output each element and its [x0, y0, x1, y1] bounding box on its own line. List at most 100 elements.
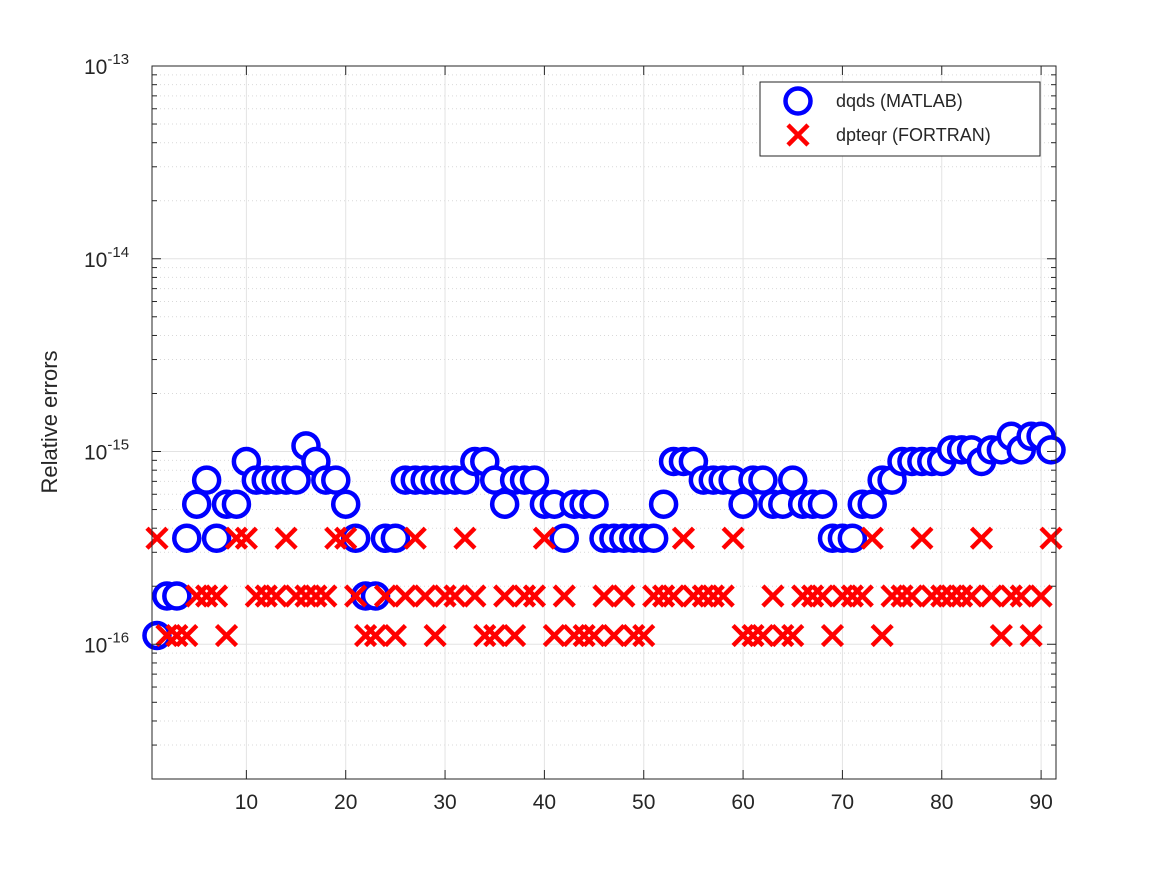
data-point-dpteqr	[463, 584, 487, 608]
data-point-dpteqr	[443, 584, 467, 608]
data-point-dpteqr	[870, 623, 894, 648]
data-point-dpteqr	[880, 584, 904, 608]
data-point-dqds	[191, 465, 222, 495]
legend-circle-marker	[783, 86, 813, 116]
x-marker-stroke	[393, 584, 417, 608]
data-point-dpteqr	[751, 623, 775, 648]
data-point-dpteqr	[741, 623, 765, 648]
x-marker-stroke	[860, 526, 884, 550]
data-point-dpteqr	[622, 623, 646, 648]
data-point-dpteqr	[959, 584, 984, 608]
data-point-dpteqr	[314, 584, 338, 608]
x-tick-label: 40	[533, 791, 556, 814]
x-marker-stroke	[433, 584, 457, 608]
data-point-dpteqr	[363, 623, 388, 648]
data-point-dqds	[748, 465, 778, 495]
x-marker-stroke	[1039, 526, 1063, 550]
data-point-dpteqr	[910, 526, 934, 550]
x-marker-stroke	[165, 623, 189, 648]
data-point-dpteqr	[920, 584, 944, 608]
x-marker-stroke	[512, 584, 537, 608]
data-point-dpteqr	[721, 526, 745, 550]
data-point-dpteqr	[145, 526, 169, 550]
data-point-dpteqr	[930, 584, 954, 608]
data-point-dpteqr	[512, 584, 537, 608]
x-marker-stroke	[204, 584, 229, 608]
x-marker-stroke	[701, 584, 725, 608]
data-point-dpteqr	[244, 584, 268, 608]
x-marker-stroke	[274, 526, 298, 550]
y-tick-label: 10-14	[84, 244, 129, 272]
x-marker-stroke	[771, 623, 795, 648]
x-marker-stroke	[304, 584, 328, 608]
data-point-dpteqr	[810, 584, 835, 608]
x-marker-stroke	[413, 584, 437, 608]
data-point-dqds	[638, 523, 669, 553]
data-point-dpteqr	[602, 623, 626, 648]
data-point-dpteqr	[671, 526, 696, 550]
x-marker-stroke	[522, 584, 547, 608]
x-marker-stroke	[721, 526, 745, 550]
x-marker-stroke	[324, 526, 348, 550]
x-marker-stroke	[681, 584, 705, 608]
legend-x-marker-shape	[786, 123, 810, 147]
data-point-dpteqr	[552, 584, 576, 608]
data-point-dpteqr	[324, 526, 348, 550]
data-point-dpteqr	[850, 584, 874, 608]
x-marker-stroke	[959, 584, 984, 608]
x-marker-stroke	[463, 584, 487, 608]
data-point-dpteqr	[195, 584, 219, 608]
data-point-dpteqr	[701, 584, 725, 608]
data-point-dqds	[549, 523, 580, 553]
data-point-dpteqr	[542, 623, 566, 648]
x-marker-stroke	[880, 584, 904, 608]
x-marker-stroke	[840, 584, 864, 608]
x-tick-label: 10	[235, 791, 258, 814]
data-point-dpteqr	[204, 584, 229, 608]
data-point-dqds	[837, 523, 868, 553]
x-marker-stroke	[711, 584, 735, 608]
x-marker-stroke	[940, 584, 964, 608]
data-point-dpteqr	[820, 623, 845, 648]
x-marker-stroke	[254, 584, 278, 608]
x-marker-stroke	[483, 623, 507, 648]
x-marker-stroke	[820, 623, 845, 648]
data-point-dpteqr	[860, 526, 884, 550]
data-point-dqds	[321, 465, 351, 495]
x-marker-stroke	[900, 584, 924, 608]
data-point-dpteqr	[979, 584, 1004, 608]
data-point-dpteqr	[582, 623, 606, 648]
data-point-dpteqr	[791, 584, 815, 608]
x-marker-stroke	[503, 623, 527, 648]
legend-circle-marker-shape	[783, 86, 813, 116]
data-point-dpteqr	[1019, 623, 1043, 648]
x-marker-stroke	[582, 623, 606, 648]
x-tick-label: 20	[334, 791, 357, 814]
x-marker-stroke	[999, 584, 1023, 608]
x-marker-stroke	[890, 584, 914, 608]
x-marker-stroke	[751, 623, 775, 648]
data-point-dpteqr	[572, 623, 596, 648]
data-point-dqds	[221, 489, 252, 519]
x-marker-stroke	[552, 584, 576, 608]
data-point-dqds	[1036, 435, 1066, 465]
data-point-dpteqr	[830, 584, 855, 608]
data-point-dqds	[330, 489, 361, 519]
axes-box	[151, 65, 1057, 780]
data-point-dpteqr	[483, 623, 507, 648]
data-point-dpteqr	[165, 623, 189, 648]
x-tick-label: 80	[930, 791, 953, 814]
data-point-dpteqr	[473, 623, 497, 648]
data-point-dpteqr	[413, 584, 437, 608]
data-point-dpteqr	[234, 526, 258, 550]
data-point-dpteqr	[1039, 526, 1063, 550]
x-marker-stroke	[652, 584, 676, 608]
data-point-dpteqr	[294, 584, 318, 608]
data-point-dqds	[777, 465, 808, 495]
data-point-dpteqr	[532, 526, 556, 550]
data-point-dpteqr	[284, 584, 308, 608]
data-point-dpteqr	[681, 584, 705, 608]
x-marker-stroke	[1009, 584, 1033, 608]
x-marker-stroke	[264, 584, 288, 608]
data-point-dqds	[648, 489, 679, 519]
